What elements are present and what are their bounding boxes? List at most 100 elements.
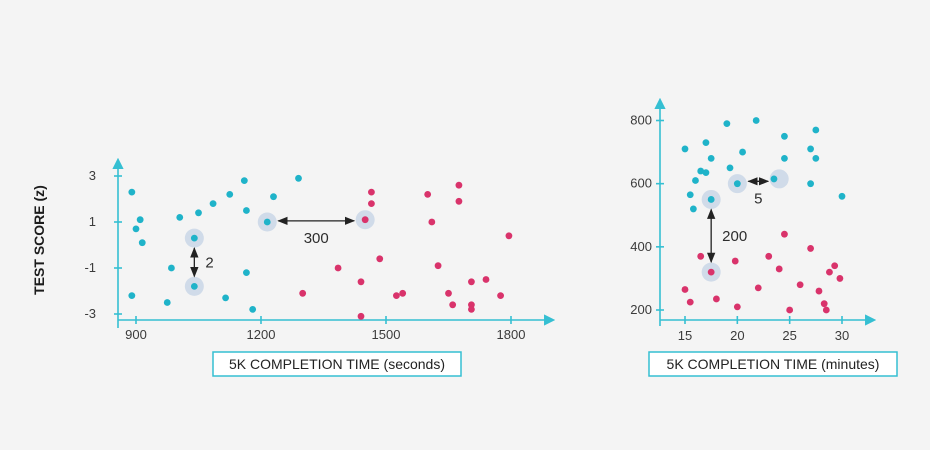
- data-point-cyan: [752, 117, 760, 124]
- data-point-cyan: [209, 200, 217, 208]
- data-point-cyan: [176, 214, 184, 221]
- data-point-pink: [455, 197, 463, 205]
- data-point-cyan: [163, 299, 171, 306]
- data-point-cyan: [723, 120, 731, 128]
- data-point-cyan: [812, 155, 820, 162]
- data-point-cyan: [697, 167, 705, 175]
- data-point-pink: [697, 252, 705, 260]
- x-tick-label: 20: [730, 328, 744, 343]
- data-point-pink: [781, 230, 788, 238]
- data-point-pink: [831, 262, 839, 270]
- data-point-cyan: [781, 132, 788, 140]
- x-tick-label: 1500: [372, 327, 401, 342]
- data-point-cyan: [128, 292, 136, 299]
- data-point-pink: [357, 278, 365, 286]
- x-tick-label: 1800: [497, 327, 526, 342]
- x-tick-label: 30: [835, 328, 849, 343]
- data-point-cyan: [689, 205, 697, 213]
- data-point-pink: [826, 268, 833, 276]
- data-point-pink: [820, 300, 828, 308]
- highlight-halo: [769, 169, 789, 189]
- data-point-cyan: [128, 188, 136, 196]
- annotation-label: 5: [754, 190, 762, 207]
- data-point-cyan: [686, 191, 694, 199]
- y-tick-label: 600: [630, 176, 652, 191]
- data-point-cyan: [707, 155, 715, 162]
- data-point-cyan: [243, 207, 250, 214]
- data-point-cyan: [190, 283, 198, 290]
- data-point-pink: [505, 232, 513, 240]
- data-point-pink: [733, 303, 741, 311]
- data-point-cyan: [190, 234, 198, 242]
- data-point-cyan: [168, 264, 175, 272]
- data-point-cyan: [138, 239, 146, 247]
- x-tick-label: 900: [125, 327, 147, 342]
- y-tick-label: 200: [630, 302, 652, 317]
- data-point-pink: [468, 278, 475, 286]
- data-point-pink: [334, 264, 342, 272]
- data-point-cyan: [707, 196, 715, 203]
- data-point-cyan: [812, 126, 820, 134]
- data-point-pink: [455, 181, 463, 189]
- data-point-pink: [434, 262, 442, 270]
- data-point-cyan: [240, 177, 248, 185]
- data-point-pink: [468, 306, 475, 313]
- data-point-pink: [376, 255, 384, 263]
- data-point-pink: [836, 275, 844, 282]
- data-point-cyan: [136, 216, 144, 224]
- data-point-cyan: [702, 139, 710, 147]
- data-point-pink: [368, 188, 375, 196]
- chart-right: 15 20 25 30 800 600 400 200 200 5 5K COMPLETION TI…: [630, 97, 898, 377]
- data-point-cyan: [838, 192, 846, 200]
- data-point-cyan: [692, 177, 699, 184]
- data-point-pink: [707, 268, 715, 276]
- data-point-cyan: [733, 180, 741, 188]
- y-tick-label: 800: [630, 113, 652, 128]
- data-point-pink: [299, 289, 307, 297]
- data-point-pink: [822, 306, 830, 314]
- data-point-cyan: [807, 145, 814, 153]
- data-point-cyan: [702, 169, 710, 177]
- data-point-pink: [361, 216, 369, 224]
- data-point-pink: [424, 191, 432, 198]
- data-point-cyan: [726, 164, 734, 172]
- data-point-pink: [796, 281, 804, 289]
- data-point-pink: [393, 292, 400, 299]
- y-tick-label: -3: [84, 306, 96, 321]
- data-point-pink: [497, 292, 504, 299]
- data-point-cyan: [263, 218, 271, 226]
- data-point-pink: [765, 252, 773, 260]
- data-point-cyan: [222, 294, 229, 302]
- data-point-pink: [357, 312, 365, 320]
- data-point-pink: [754, 284, 762, 292]
- data-point-pink: [445, 289, 452, 297]
- data-point-cyan: [739, 148, 746, 156]
- x-axis-label: 5K COMPLETION TIME (minutes): [667, 356, 880, 372]
- data-point-pink: [686, 298, 694, 306]
- annotation-label: 2: [205, 254, 213, 271]
- data-point-cyan: [243, 269, 250, 276]
- data-point-cyan: [770, 175, 778, 183]
- y-tick-label: 3: [89, 168, 96, 183]
- data-point-pink: [368, 200, 375, 208]
- x-axis-label: 5K COMPLETION TIME (seconds): [229, 356, 445, 372]
- data-point-pink: [807, 245, 814, 252]
- y-tick-label: -1: [84, 260, 96, 275]
- data-point-pink: [731, 257, 739, 265]
- data-point-cyan: [270, 193, 277, 201]
- data-point-cyan: [249, 306, 257, 313]
- data-point-cyan: [295, 174, 302, 182]
- data-point-pink: [681, 286, 689, 293]
- data-point-pink: [449, 301, 457, 309]
- data-point-cyan: [807, 180, 814, 188]
- data-point-cyan: [132, 225, 140, 233]
- x-axis-label-box: [648, 351, 898, 377]
- data-point-cyan: [226, 191, 234, 198]
- annotation-label: 200: [722, 228, 747, 245]
- y-axis-label: TEST SCORE (z): [31, 185, 47, 295]
- chart-left: 900 1200 1500 1800 3 1 -1 -3 2 300 5K COMPLETION T…: [31, 157, 556, 377]
- x-axis-label-box: [212, 351, 462, 377]
- data-point-pink: [786, 306, 794, 314]
- data-point-cyan: [195, 209, 202, 217]
